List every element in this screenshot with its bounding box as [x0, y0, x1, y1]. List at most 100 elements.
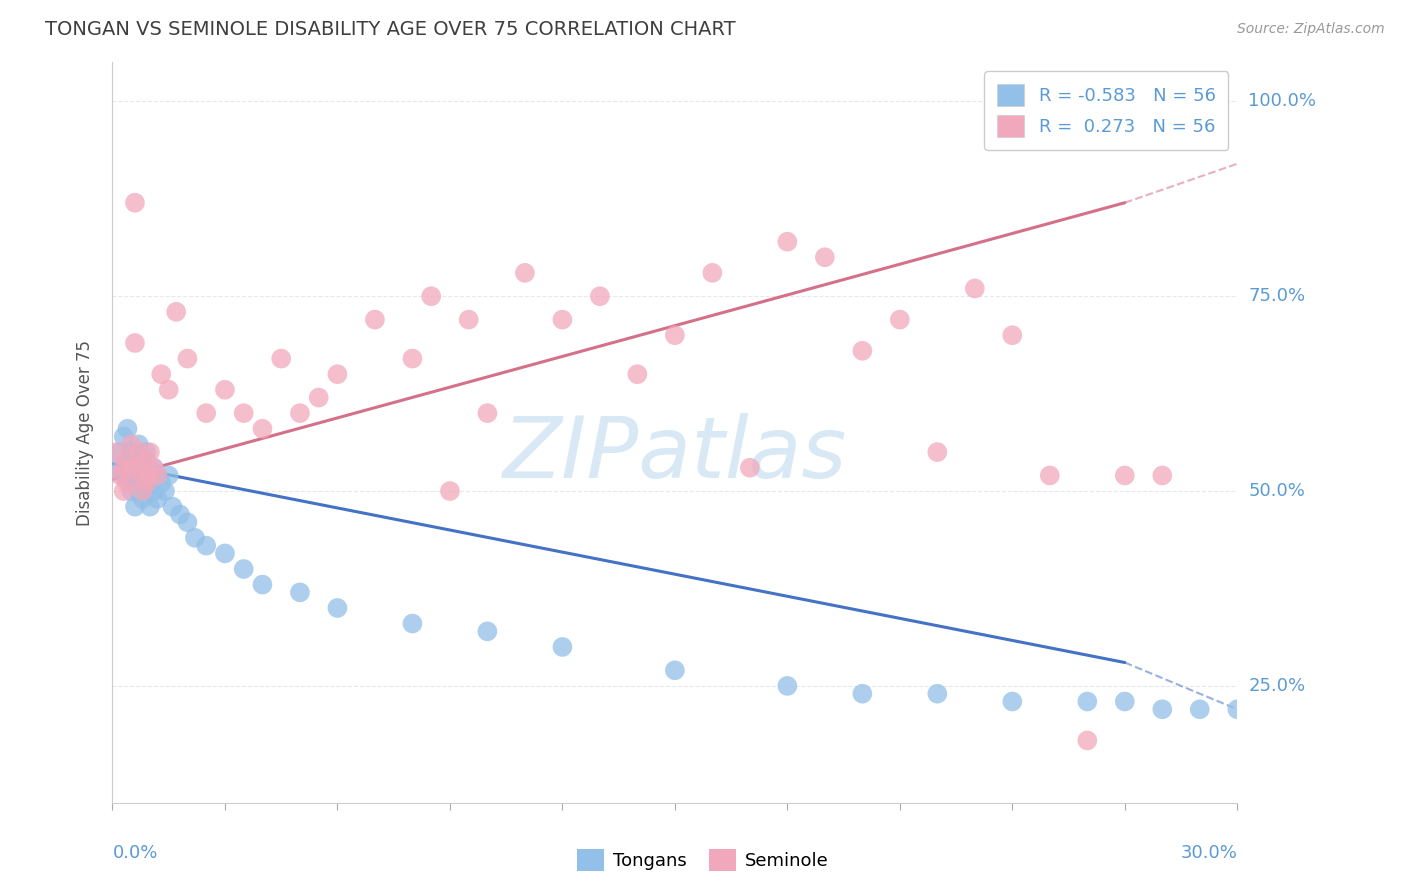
Point	[176, 351, 198, 366]
Point	[153, 484, 176, 499]
Point	[105, 460, 128, 475]
Point	[551, 312, 574, 326]
Point	[927, 687, 949, 701]
Point	[326, 601, 349, 615]
Point	[112, 484, 135, 499]
Point	[176, 515, 198, 529]
Point	[308, 391, 330, 405]
Point	[776, 679, 799, 693]
Point	[364, 312, 387, 326]
Point	[117, 453, 139, 467]
Point	[401, 616, 423, 631]
Point	[120, 437, 142, 451]
Point	[1188, 702, 1211, 716]
Point	[117, 422, 139, 436]
Point	[124, 500, 146, 514]
Point	[135, 468, 157, 483]
Point	[927, 445, 949, 459]
Point	[135, 476, 157, 491]
Point	[195, 539, 218, 553]
Point	[128, 484, 150, 499]
Point	[664, 663, 686, 677]
Point	[124, 453, 146, 467]
Point	[1152, 702, 1174, 716]
Point	[117, 476, 139, 491]
Point	[963, 281, 986, 295]
Point	[131, 484, 153, 499]
Point	[184, 531, 207, 545]
Point	[420, 289, 443, 303]
Point	[589, 289, 612, 303]
Point	[105, 445, 128, 459]
Point	[814, 250, 837, 264]
Point	[252, 422, 274, 436]
Point	[664, 328, 686, 343]
Point	[169, 508, 191, 522]
Text: TONGAN VS SEMINOLE DISABILITY AGE OVER 75 CORRELATION CHART: TONGAN VS SEMINOLE DISABILITY AGE OVER 7…	[45, 20, 735, 38]
Point	[139, 500, 162, 514]
Point	[214, 383, 236, 397]
Point	[139, 476, 162, 491]
Point	[457, 312, 479, 326]
Text: 25.0%: 25.0%	[1249, 677, 1306, 695]
Point	[135, 453, 157, 467]
Point	[135, 484, 157, 499]
Point	[131, 491, 153, 506]
Point	[1039, 468, 1062, 483]
Point	[513, 266, 536, 280]
Point	[139, 445, 162, 459]
Point	[165, 305, 187, 319]
Point	[146, 491, 169, 506]
Point	[776, 235, 799, 249]
Point	[162, 500, 184, 514]
Point	[120, 445, 142, 459]
Point	[477, 406, 499, 420]
Point	[128, 460, 150, 475]
Point	[232, 562, 254, 576]
Point	[128, 460, 150, 475]
Point	[120, 460, 142, 475]
Point	[117, 453, 139, 467]
Point	[131, 453, 153, 467]
Y-axis label: Disability Age Over 75: Disability Age Over 75	[76, 340, 94, 525]
Text: 100.0%: 100.0%	[1249, 93, 1316, 111]
Point	[120, 484, 142, 499]
Point	[139, 468, 162, 483]
Point	[128, 445, 150, 459]
Point	[288, 406, 311, 420]
Point	[195, 406, 218, 420]
Point	[112, 468, 135, 483]
Text: ZIPatlas: ZIPatlas	[503, 413, 846, 496]
Point	[142, 460, 165, 475]
Point	[150, 367, 173, 381]
Point	[1114, 468, 1136, 483]
Point	[146, 468, 169, 483]
Point	[1152, 468, 1174, 483]
Text: Source: ZipAtlas.com: Source: ZipAtlas.com	[1237, 22, 1385, 37]
Point	[738, 460, 761, 475]
Point	[142, 484, 165, 499]
Text: 50.0%: 50.0%	[1249, 482, 1305, 500]
Point	[1001, 328, 1024, 343]
Point	[477, 624, 499, 639]
Text: 75.0%: 75.0%	[1249, 287, 1306, 305]
Point	[1076, 733, 1098, 747]
Legend: R = -0.583   N = 56, R =  0.273   N = 56: R = -0.583 N = 56, R = 0.273 N = 56	[984, 71, 1229, 150]
Point	[1226, 702, 1249, 716]
Point	[214, 546, 236, 560]
Point	[270, 351, 292, 366]
Point	[131, 476, 153, 491]
Point	[124, 476, 146, 491]
Point	[551, 640, 574, 654]
Point	[232, 406, 254, 420]
Point	[131, 468, 153, 483]
Point	[1301, 718, 1323, 732]
Point	[702, 266, 724, 280]
Point	[626, 367, 648, 381]
Point	[108, 468, 131, 483]
Point	[157, 468, 180, 483]
Point	[439, 484, 461, 499]
Point	[401, 351, 423, 366]
Point	[1339, 718, 1361, 732]
Point	[124, 195, 146, 210]
